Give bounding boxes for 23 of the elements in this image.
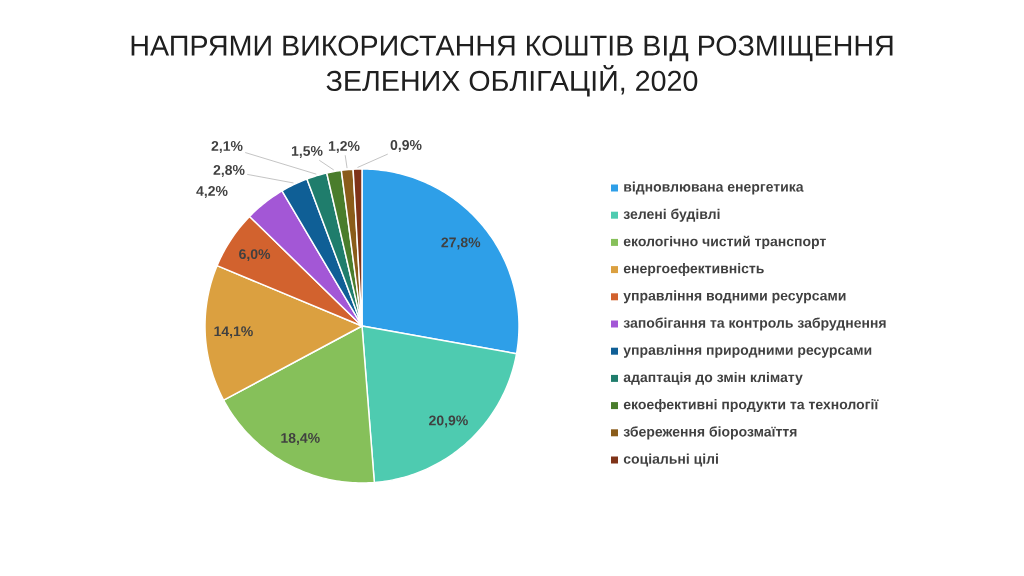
data-label: 1,2% xyxy=(328,141,360,153)
chart-title: НАПРЯМИ ВИКОРИСТАННЯ КОШТІВ ВІД РОЗМІЩЕННЯ ЗЕЛЕНИХ ОБЛІГАЦІЙ, 2020 xyxy=(131,35,893,97)
data-label: 27,8% xyxy=(441,237,481,250)
data-label: 1,5% xyxy=(291,146,323,158)
data-label: 0,9% xyxy=(390,140,422,152)
legend-label: управління природними ресурсами xyxy=(623,344,872,358)
legend-label: енергоефективність xyxy=(623,263,764,277)
legend-label: адаптація до змін клімату xyxy=(623,371,803,385)
data-label: 18,4% xyxy=(281,433,320,445)
data-label: 2,1% xyxy=(211,141,243,153)
legend-label: запобігання та контроль забруднення xyxy=(623,317,886,331)
data-label: 6,0% xyxy=(239,249,271,262)
data-label: 4,2% xyxy=(196,186,228,198)
legend-label: зелені будівлі xyxy=(623,208,720,222)
legend-label: збереження біорозмаїття xyxy=(623,426,797,440)
legend-label: екологічно чистий транспорт xyxy=(623,235,826,250)
legend-label: управління водними ресурсами xyxy=(623,290,846,304)
data-label: 2,8% xyxy=(213,165,245,177)
data-label: 20,9% xyxy=(429,415,468,428)
data-label: 14,1% xyxy=(214,326,253,339)
legend-label: відновлювана енергетика xyxy=(624,181,804,195)
legend-label: екоефективні продукти та технології xyxy=(623,399,879,413)
legend-label: соціальні цілі xyxy=(623,453,718,467)
